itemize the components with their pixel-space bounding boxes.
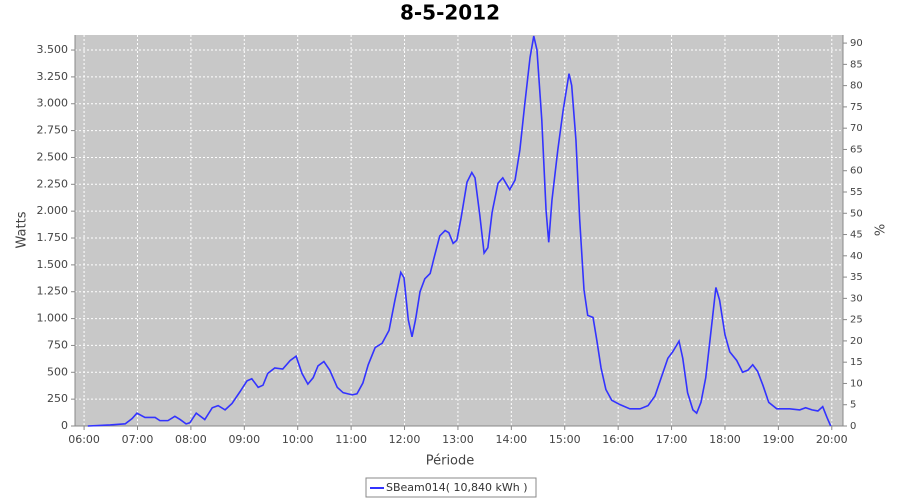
series-line (87, 35, 832, 427)
x-tick-label: 19:00 (763, 433, 795, 446)
y-tick-label: 750 (47, 338, 68, 351)
y2-tick-label: 60 (850, 166, 863, 177)
x-tick-label: 08:00 (175, 433, 207, 446)
y2-tick-label: 75 (850, 102, 863, 113)
y-tick-label: 3.000 (37, 97, 69, 110)
x-tick-label: 06:00 (68, 433, 100, 446)
y2-tick-label: 45 (850, 230, 863, 241)
x-tick-label: 15:00 (549, 433, 581, 446)
x-tick-label: 07:00 (122, 433, 154, 446)
legend-box (365, 477, 537, 498)
y2-tick-label: 0 (850, 421, 856, 432)
y-tick-label: 3.500 (37, 43, 69, 56)
y2-tick-label: 15 (850, 357, 863, 368)
chart-title: 8-5-2012 (400, 1, 500, 25)
y-tick-label: 3.250 (37, 70, 69, 83)
y-tick-label: 0 (61, 419, 68, 432)
y-tick-label: 1.000 (37, 312, 69, 325)
y2-tick-label: 10 (850, 378, 863, 389)
legend-label: SBeam014( 10,840 kWh ) (386, 481, 528, 494)
x-tick-label: 18:00 (709, 433, 741, 446)
y2-tick-label: 5 (850, 400, 856, 411)
y2-axis-title: % (874, 224, 889, 236)
y2-tick-label: 35 (850, 272, 863, 283)
y2-tick-label: 65 (850, 144, 863, 155)
y-tick-label: 2.000 (37, 204, 69, 217)
x-tick-label: 12:00 (389, 433, 421, 446)
x-tick-label: 16:00 (602, 433, 634, 446)
x-tick-label: 10:00 (282, 433, 314, 446)
y-tick-label: 250 (47, 392, 68, 405)
y2-tick-label: 80 (850, 81, 863, 92)
y-tick-label: 2.250 (37, 177, 69, 190)
y2-tick-label: 20 (850, 336, 863, 347)
x-tick-label: 13:00 (442, 433, 474, 446)
y2-tick-label: 90 (850, 38, 863, 49)
y2-tick-label: 25 (850, 315, 863, 326)
y-tick-label: 500 (47, 365, 68, 378)
x-tick-label: 09:00 (228, 433, 260, 446)
y2-tick-label: 40 (850, 251, 863, 262)
y-tick-label: 1.250 (37, 285, 69, 298)
y-tick-label: 1.750 (37, 231, 69, 244)
x-tick-label: 14:00 (495, 433, 527, 446)
y2-tick-label: 70 (850, 123, 863, 134)
y2-tick-label: 85 (850, 59, 863, 70)
y2-tick-label: 55 (850, 187, 863, 198)
y-tick-label: 2.750 (37, 124, 69, 137)
y-tick-label: 2.500 (37, 150, 69, 163)
y-axis-title: Watts (15, 211, 30, 248)
y-tick-label: 1.500 (37, 258, 69, 271)
x-tick-label: 20:00 (816, 433, 848, 446)
y2-tick-label: 50 (850, 208, 863, 219)
x-tick-label: 17:00 (656, 433, 688, 446)
x-axis-title: Période (426, 454, 475, 469)
y2-tick-label: 30 (850, 293, 863, 304)
x-tick-label: 11:00 (335, 433, 367, 446)
